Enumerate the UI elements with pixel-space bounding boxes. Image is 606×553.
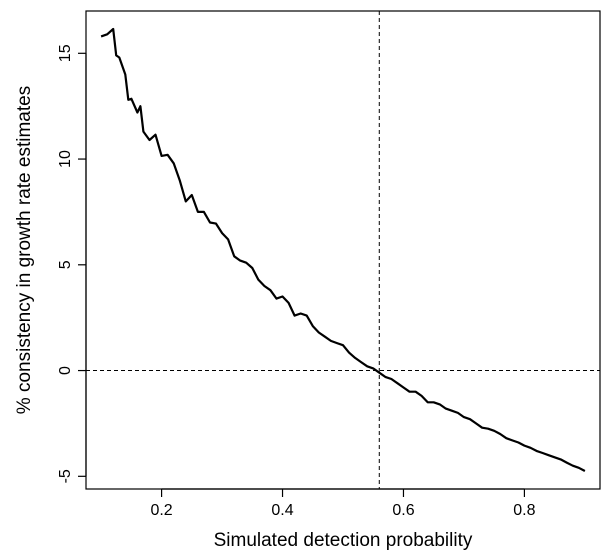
x-axis-title: Simulated detection probability [214,530,473,551]
x-tick-label: 0.8 [513,502,535,519]
y-tick-label: 5 [57,260,74,269]
reference-lines [86,11,600,489]
y-tick-label: 10 [57,150,74,168]
x-tick-label: 0.2 [150,502,172,519]
x-tick-label: 0.4 [271,502,293,519]
series-line [100,27,586,472]
x-tick-label: 0.6 [392,502,414,519]
y-axis-title: % consistency in growth rate estimates [14,86,35,414]
y-axis: -5 0 5 10 15 [57,44,87,483]
y-tick-label: -5 [57,469,74,483]
y-tick-label: 15 [57,44,74,62]
plot-frame [85,10,601,490]
series-layer [100,27,586,472]
x-axis: 0.2 0.4 0.6 0.8 [150,488,536,519]
y-tick-label: 0 [57,366,74,375]
